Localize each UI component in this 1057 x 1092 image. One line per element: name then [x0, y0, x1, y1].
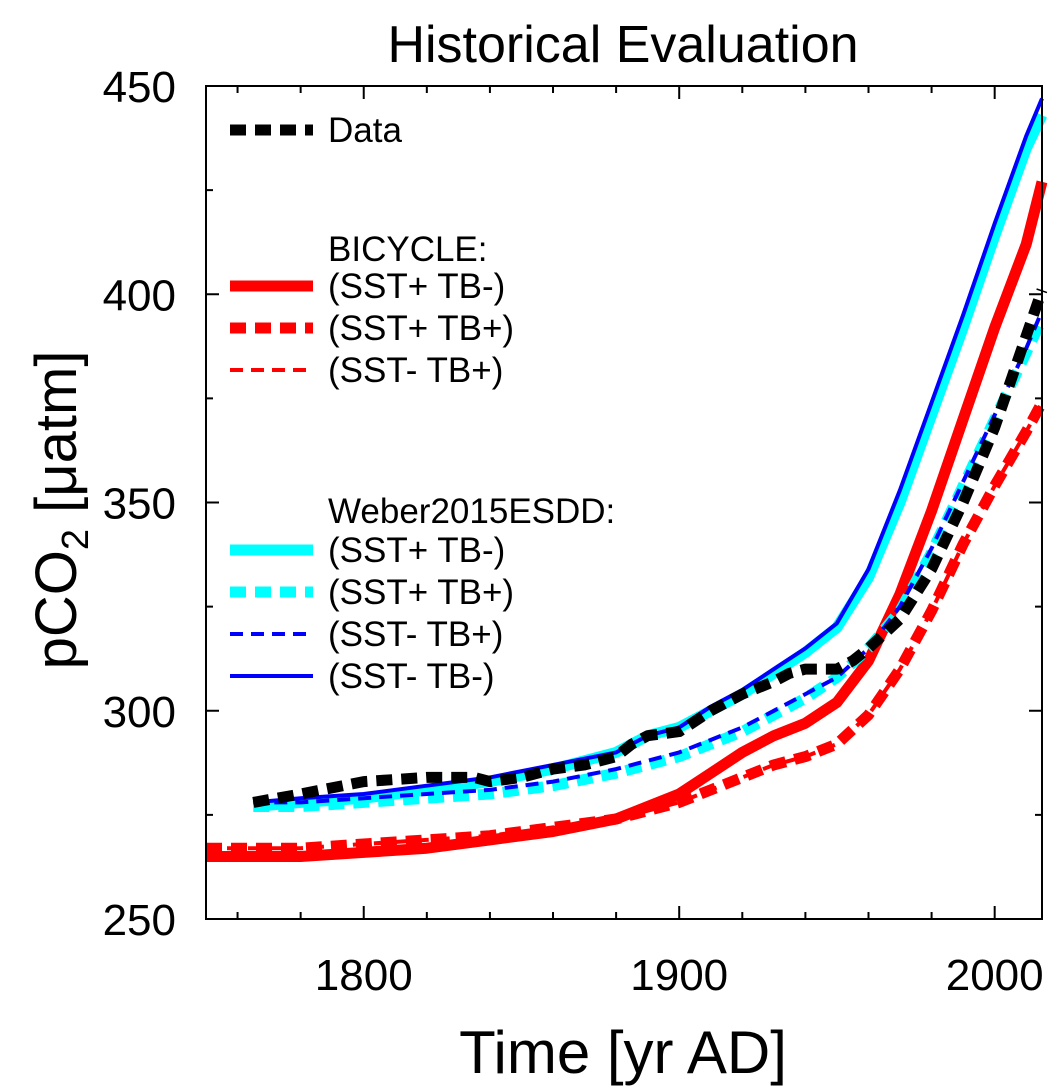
y-axis-label-prefix: pCO — [24, 550, 89, 669]
chart-title: Historical Evaluation — [387, 16, 858, 74]
legend-group-header: BICYCLE: — [328, 230, 488, 269]
y-tick-label: 450 — [103, 63, 176, 112]
series-layer — [206, 97, 1048, 862]
legend-label: (SST+ TB+) — [328, 573, 514, 612]
x-axis-label: Time [yr AD] — [459, 1019, 787, 1086]
legend: BICYCLE:Weber2015ESDD:Data(SST+ TB-)(SST… — [230, 111, 615, 696]
x-tick-label: 1900 — [630, 951, 728, 1000]
y-tick-label: 400 — [103, 271, 176, 320]
series-line — [206, 180, 1048, 862]
legend-label: Data — [328, 111, 402, 150]
y-tick-label: 350 — [103, 480, 176, 529]
legend-group-header: Weber2015ESDD: — [328, 492, 615, 531]
legend-label: (SST+ TB-) — [328, 267, 505, 306]
series-line — [253, 310, 1044, 805]
y-axis-label: pCO2 [μatm] — [24, 351, 97, 670]
series-line — [206, 401, 1044, 851]
axis-ticks: 1800 1900 2000 250 300 350 400 450 — [103, 63, 1044, 1000]
plot-frame — [205, 85, 1043, 920]
y-axis-label-suffix: [μatm] — [24, 351, 89, 529]
legend-label: (SST- TB+) — [328, 351, 503, 390]
series-line — [252, 288, 1048, 808]
legend-label: (SST- TB+) — [328, 615, 503, 654]
series-line — [253, 316, 1047, 812]
legend-label: (SST+ TB+) — [328, 309, 514, 348]
legend-label: (SST- TB-) — [328, 657, 495, 696]
x-tick-label: 1800 — [315, 951, 413, 1000]
y-tick-label: 300 — [103, 688, 176, 737]
legend-label: (SST+ TB-) — [328, 531, 505, 570]
series-line — [252, 112, 1047, 812]
x-tick-label: 2000 — [946, 951, 1044, 1000]
y-tick-label: 250 — [103, 896, 176, 945]
y-axis-label-subscript: 2 — [55, 529, 97, 550]
